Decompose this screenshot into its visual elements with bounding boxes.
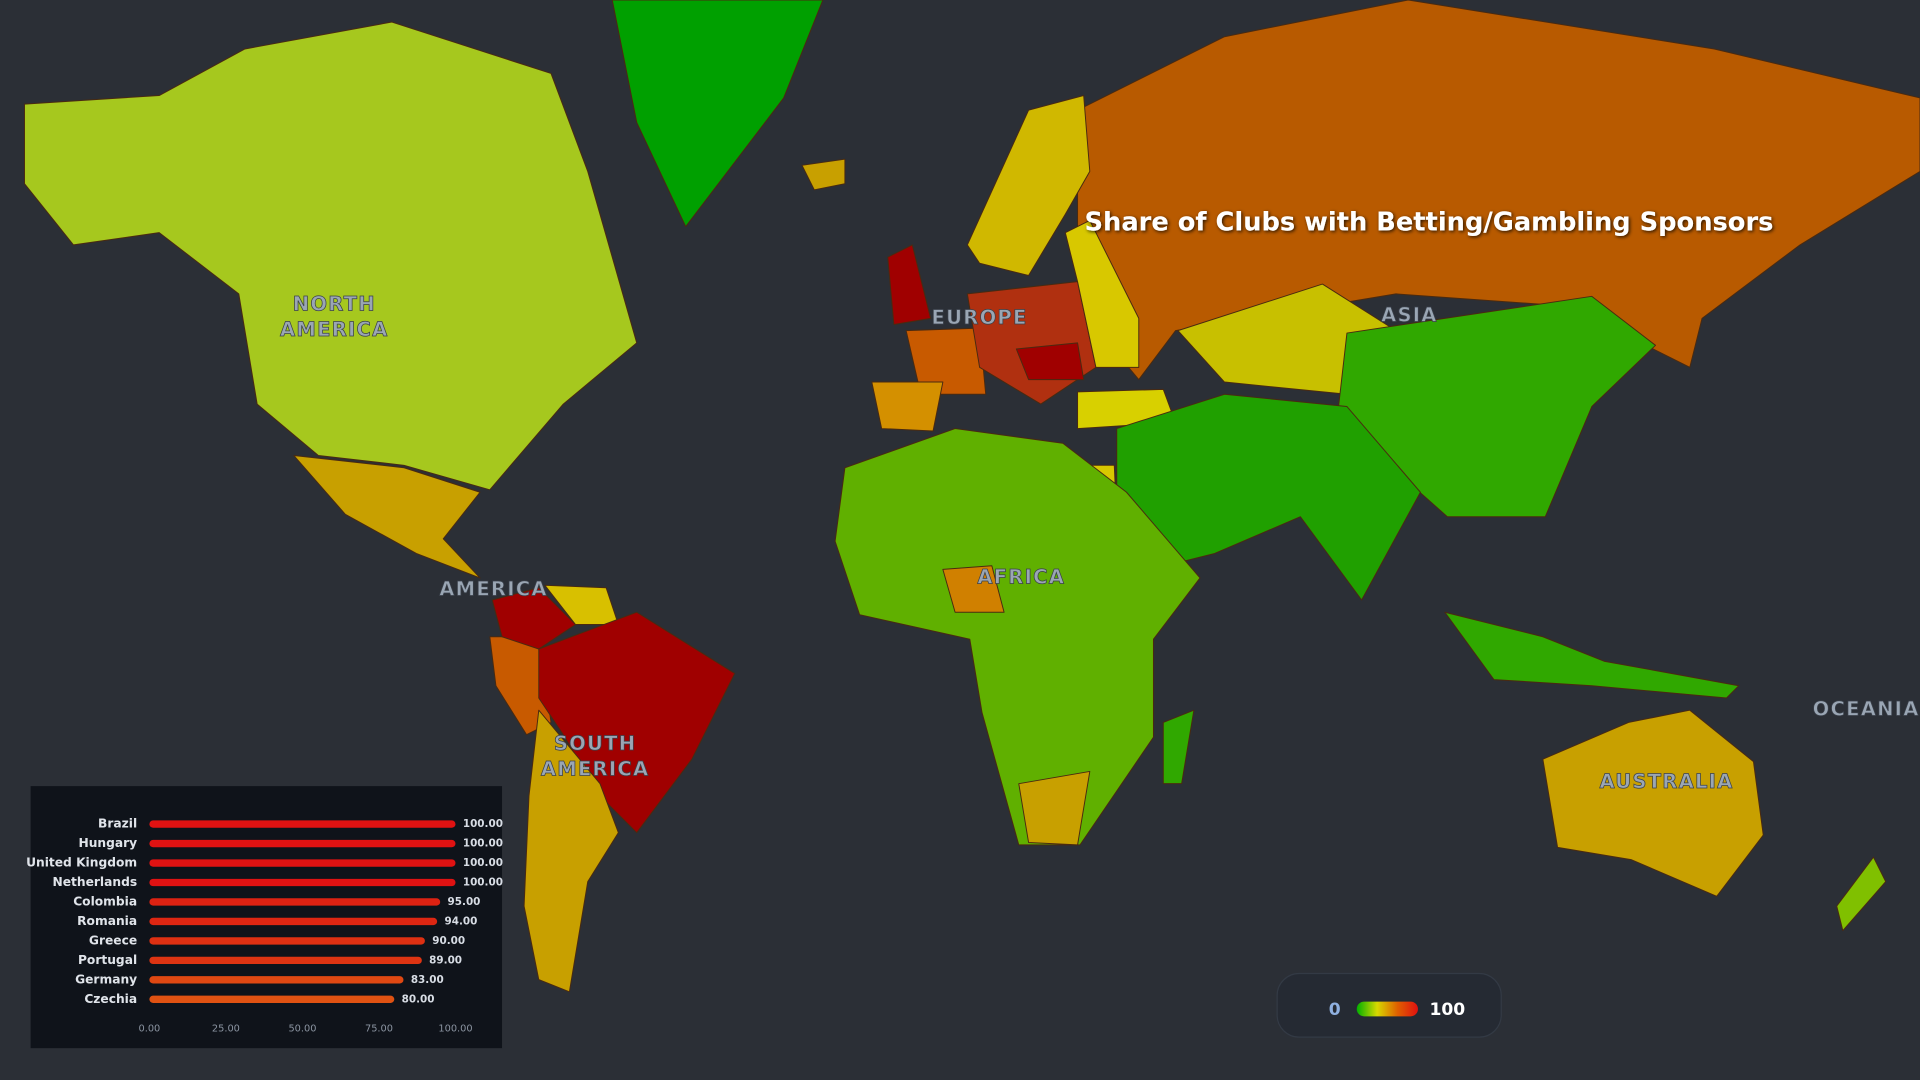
bar-chart: 0.00 25.00 50.00 75.00 100.00 Brazil 100.00 Hun…: [26, 817, 503, 1035]
bar: [149, 820, 456, 828]
x-tick-label: 75.00: [365, 1024, 393, 1035]
category-label: Germany: [75, 972, 137, 986]
category-label: Colombia: [73, 894, 137, 908]
value-label: 83.00: [411, 974, 444, 986]
category-label: Hungary: [78, 836, 137, 850]
category-label: Greece: [89, 933, 137, 947]
value-label: 100.00: [463, 857, 503, 869]
bar: [149, 956, 422, 965]
bar: [149, 937, 425, 945]
map-title: Share of Clubs with Betting/Gambling Spo…: [1085, 207, 1774, 237]
category-label: Romania: [77, 914, 137, 928]
continent-labels: NORTH AMERICA AMERICA SOUTH AMERICA EUROPE ASI…: [280, 292, 1920, 793]
eastern-europe: [1064, 219, 1140, 368]
bar: [149, 859, 456, 867]
x-tick-label: 100.00: [438, 1024, 472, 1035]
value-label: 89.00: [429, 954, 462, 966]
united-kingdom: [887, 244, 932, 325]
continent-label: NORTH: [293, 292, 376, 315]
continent-label: ASIA: [1381, 303, 1438, 326]
x-tick-label: 50.00: [288, 1024, 316, 1035]
continent-label: EUROPE: [932, 306, 1028, 329]
russia: [1077, 0, 1920, 381]
category-label: United Kingdom: [26, 856, 137, 870]
argentina: [523, 709, 619, 993]
value-label: 100.00: [463, 818, 503, 830]
category-label: Portugal: [78, 953, 137, 967]
continent-label: OCEANIA: [1813, 698, 1920, 721]
mexico: [293, 455, 481, 579]
value-label: 94.00: [444, 915, 477, 927]
chart-panel: [30, 786, 503, 1049]
madagascar: [1162, 709, 1195, 785]
africa: [834, 428, 1201, 846]
continent-label: AFRICA: [977, 565, 1065, 588]
legend-max: 100: [1429, 1000, 1465, 1020]
land: [24, 0, 1920, 993]
bar: [149, 976, 404, 984]
legend-min: 0: [1329, 1000, 1341, 1020]
continent-label: AMERICA: [541, 758, 649, 781]
indonesia: [1444, 611, 1740, 699]
brazil: [538, 611, 736, 834]
new-zealand: [1836, 856, 1887, 932]
scandinavia: [966, 95, 1091, 276]
spain: [871, 381, 944, 432]
value-label: 100.00: [463, 838, 503, 850]
hungary-romania: [1015, 342, 1085, 381]
continent-label: AMERICA: [280, 318, 388, 341]
category-label: Netherlands: [53, 875, 138, 889]
bar: [149, 878, 456, 887]
south-africa: [1018, 770, 1091, 846]
x-tick-label: 25.00: [212, 1024, 240, 1035]
value-label: 100.00: [463, 876, 503, 888]
category-label: Brazil: [98, 817, 137, 831]
category-label: Czechia: [84, 992, 137, 1006]
australia: [1542, 709, 1764, 897]
value-label: 95.00: [448, 896, 481, 908]
bar: [149, 995, 395, 1003]
greenland: [611, 0, 824, 228]
continent-label: AMERICA: [439, 578, 547, 601]
colombia: [491, 587, 576, 650]
value-label: 90.00: [432, 935, 465, 947]
bar: [149, 839, 456, 848]
continent-label: AUSTRALIA: [1599, 770, 1733, 793]
north-america: [24, 21, 638, 491]
value-label: 80.00: [402, 993, 435, 1005]
continent-label: SOUTH: [554, 732, 637, 755]
bar: [149, 898, 441, 906]
france: [905, 327, 987, 395]
bar: [149, 917, 438, 926]
legend-gradient: [1356, 1001, 1418, 1017]
x-tick-label: 0.00: [138, 1024, 160, 1035]
iceland: [801, 158, 846, 191]
nigeria: [942, 565, 1005, 613]
